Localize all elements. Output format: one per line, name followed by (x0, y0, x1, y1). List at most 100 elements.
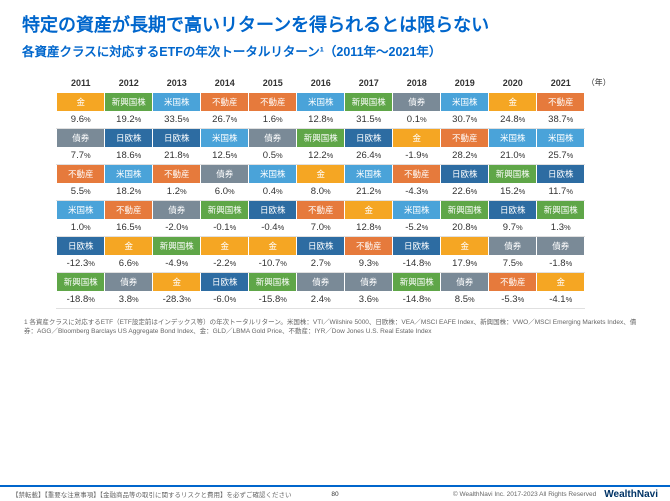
value-cell: 0.5% (249, 147, 297, 165)
year-header: 2019 (441, 74, 489, 93)
value-cell: 12.2% (297, 147, 345, 165)
value-cell: 12.5% (201, 147, 249, 165)
value-cell: 21.2% (345, 183, 393, 201)
value-cell: 5.5% (57, 183, 105, 201)
value-cell: 1.2% (153, 183, 201, 201)
value-cell: 25.7% (537, 147, 585, 165)
value-cell: -1.9% (393, 147, 441, 165)
value-cell: 9.3% (345, 255, 393, 273)
value-cell: 26.7% (201, 111, 249, 129)
year-header: 2018 (393, 74, 441, 93)
asset-cell: 債券 (249, 129, 297, 148)
value-cell: 19.2% (105, 111, 153, 129)
value-cell: 7.7% (57, 147, 105, 165)
asset-cell: 金 (153, 273, 201, 292)
bottom-bar: 【禁転載】【重要な注意事項】【金融商品等の取引に関するリスクと費用】を必ずご確認… (0, 485, 670, 501)
asset-cell: 米国株 (201, 129, 249, 148)
value-cell: 21.8% (153, 147, 201, 165)
asset-cell: 債券 (489, 237, 537, 256)
value-cell: 0.1% (393, 111, 441, 129)
value-cell: 24.8% (489, 111, 537, 129)
value-cell: 18.6% (105, 147, 153, 165)
value-cell: -14.8% (393, 255, 441, 273)
asset-cell: 米国株 (57, 201, 105, 220)
asset-cell: 債券 (201, 165, 249, 184)
asset-cell: 債券 (393, 93, 441, 111)
asset-cell: 金 (345, 201, 393, 220)
value-cell: 12.8% (297, 111, 345, 129)
year-header: 2013 (153, 74, 201, 93)
asset-cell: 米国株 (153, 93, 201, 111)
asset-cell: 債券 (537, 237, 585, 256)
asset-cell: 債券 (153, 201, 201, 220)
value-cell: 1.0% (57, 219, 105, 237)
asset-cell: 不動産 (249, 93, 297, 111)
asset-cell: 日欧株 (489, 201, 537, 220)
value-cell: 12.8% (345, 219, 393, 237)
asset-cell: 日欧株 (393, 237, 441, 256)
value-cell: -0.1% (201, 219, 249, 237)
asset-cell: 日欧株 (297, 237, 345, 256)
asset-cell: 米国株 (297, 93, 345, 111)
returns-table-wrap: 2011201220132014201520162017201820192020… (22, 74, 648, 309)
value-cell: 18.2% (105, 183, 153, 201)
asset-cell: 新興国株 (537, 201, 585, 220)
year-header: 2015 (249, 74, 297, 93)
asset-cell: 債券 (441, 273, 489, 292)
year-header: 2021 (537, 74, 585, 93)
value-cell: 1.3% (537, 219, 585, 237)
value-cell: -2.0% (153, 219, 201, 237)
year-header: 2011 (57, 74, 105, 93)
value-cell: 6.6% (105, 255, 153, 273)
value-cell: -4.1% (537, 291, 585, 309)
asset-cell: 不動産 (537, 93, 585, 111)
asset-cell: 米国株 (489, 129, 537, 148)
value-cell: -14.8% (393, 291, 441, 309)
value-cell: 1.6% (249, 111, 297, 129)
asset-cell: 日欧株 (537, 165, 585, 184)
value-cell: 17.9% (441, 255, 489, 273)
page-subtitle: 各資産クラスに対応するETFの年次トータルリターン¹（2011年～2021年） (22, 41, 648, 60)
value-cell: -4.9% (153, 255, 201, 273)
value-cell: 6.0% (201, 183, 249, 201)
asset-cell: 新興国株 (57, 273, 105, 292)
asset-cell: 債券 (105, 273, 153, 292)
asset-cell: 金 (537, 273, 585, 292)
footnote: 1 各資産クラスに対応するETF（ETF設定前はインデックス等）の年次トータルリ… (22, 319, 648, 337)
value-cell: 7.0% (297, 219, 345, 237)
asset-cell: 金 (249, 237, 297, 256)
asset-cell: 不動産 (297, 201, 345, 220)
asset-cell: 金 (105, 237, 153, 256)
asset-cell: 米国株 (105, 165, 153, 184)
asset-cell: 債券 (57, 129, 105, 148)
value-cell: 3.8% (105, 291, 153, 309)
asset-cell: 金 (489, 93, 537, 111)
asset-cell: 新興国株 (153, 237, 201, 256)
value-cell: 31.5% (345, 111, 393, 129)
value-cell: 30.7% (441, 111, 489, 129)
year-header: 2016 (297, 74, 345, 93)
value-cell: 0.4% (249, 183, 297, 201)
asset-cell: 米国株 (345, 165, 393, 184)
asset-cell: 新興国株 (249, 273, 297, 292)
year-header: 2014 (201, 74, 249, 93)
asset-cell: 新興国株 (441, 201, 489, 220)
asset-cell: 日欧株 (249, 201, 297, 220)
value-cell: 9.7% (489, 219, 537, 237)
value-cell: 11.7% (537, 183, 585, 201)
asset-cell: 金 (393, 129, 441, 148)
copyright: © WealthNavi Inc. 2017-2023 All Rights R… (453, 491, 596, 498)
value-cell: 21.0% (489, 147, 537, 165)
year-header: 2012 (105, 74, 153, 93)
asset-cell: 不動産 (153, 165, 201, 184)
asset-cell: 日欧株 (201, 273, 249, 292)
value-cell: 7.5% (489, 255, 537, 273)
asset-cell: 不動産 (489, 273, 537, 292)
asset-cell: 金 (57, 93, 105, 111)
asset-cell: 金 (297, 165, 345, 184)
asset-cell: 新興国株 (393, 273, 441, 292)
asset-cell: 米国株 (249, 165, 297, 184)
value-cell: -15.8% (249, 291, 297, 309)
value-cell: 2.4% (297, 291, 345, 309)
value-cell: -6.0% (201, 291, 249, 309)
